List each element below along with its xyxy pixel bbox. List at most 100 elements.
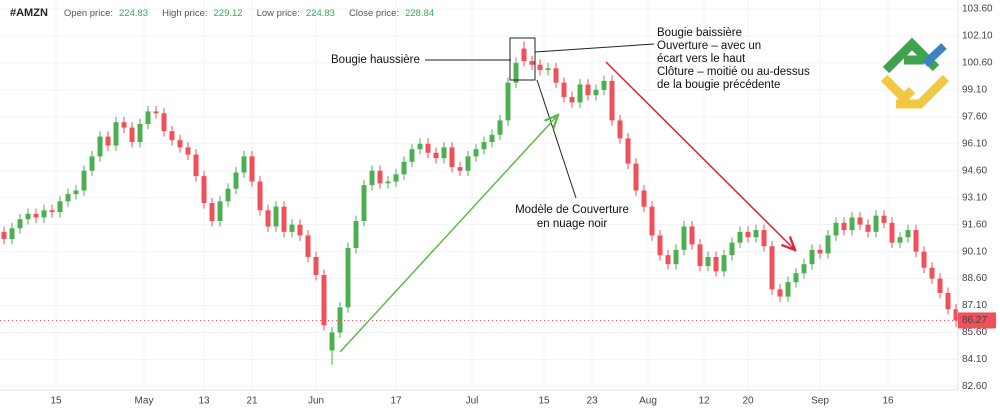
x-tick-label: 16: [882, 396, 894, 407]
y-tick-label: 94.60: [962, 165, 987, 176]
candle-body: [121, 122, 127, 128]
candle-body: [17, 219, 23, 229]
candle-body: [857, 217, 863, 225]
candle-body: [73, 190, 79, 195]
candle-body: [593, 89, 599, 96]
candle-body: [641, 190, 647, 207]
candle-body: [393, 174, 399, 182]
candle-body: [273, 206, 279, 227]
candle-body: [921, 251, 927, 268]
candle-body: [209, 203, 215, 222]
candle-body: [401, 161, 407, 175]
candle-body: [841, 222, 847, 231]
x-tick-label: 17: [390, 396, 402, 407]
symbol: #AMZN: [10, 7, 48, 19]
candle-body: [33, 213, 39, 218]
candle-body: [305, 235, 311, 258]
candle-body: [545, 68, 551, 71]
candle-body: [289, 224, 295, 232]
candle-body: [1, 231, 7, 240]
candle-body: [745, 231, 751, 238]
candle-body: [41, 210, 47, 218]
candle-body: [257, 181, 263, 211]
candle-body: [793, 273, 799, 283]
candle-body: [657, 235, 663, 256]
candle-body: [281, 206, 287, 232]
y-tick-label: 103.60: [962, 4, 993, 15]
candle-body: [89, 156, 95, 171]
candle-body: [497, 120, 503, 135]
candle-body: [889, 222, 895, 243]
candle-body: [849, 217, 855, 231]
candle-body: [721, 255, 727, 272]
trend-arrow: [339, 116, 557, 353]
annotation-line: Ouverture – avec un: [657, 40, 761, 52]
candle-body: [865, 224, 871, 232]
stat-value: 228.84: [405, 8, 435, 19]
candle-body: [185, 147, 191, 155]
y-tick-label: 84.10: [962, 354, 987, 365]
candle-body: [369, 170, 375, 186]
candle-body: [561, 82, 567, 98]
annotation: Bougie baissière Ouverture – avec un éca…: [657, 27, 810, 91]
stat-label: Open price:: [63, 8, 114, 19]
candle-body: [817, 249, 823, 254]
x-tick-label: Jul: [466, 396, 479, 407]
grid: [0, 0, 958, 390]
stat-value: 224.83: [305, 8, 335, 19]
candle-body: [65, 194, 71, 202]
candle-body: [617, 120, 623, 139]
y-tick-label: 97.60: [962, 111, 987, 122]
candle-body: [225, 188, 231, 202]
candle-body: [769, 246, 775, 290]
candle-body: [465, 156, 471, 171]
candle-body: [585, 84, 591, 96]
candle-body: [537, 64, 543, 71]
candle-body: [113, 122, 119, 146]
candle-body: [505, 82, 511, 121]
logo: [880, 37, 950, 109]
header: #AMZN Open price: 224.83 High price: 229.1…: [10, 7, 442, 19]
candle-body: [105, 136, 111, 146]
candle-body: [353, 221, 359, 249]
x-tick-label: May: [135, 396, 154, 407]
annotation-line: Modèle de Couverture: [515, 204, 629, 216]
candle-body: [9, 228, 15, 240]
candle-body: [233, 172, 239, 189]
candle-body: [249, 156, 255, 182]
candle-body: [193, 154, 199, 177]
x-tick-label: Aug: [639, 396, 657, 407]
candle-body: [449, 147, 455, 168]
candle-body: [873, 215, 879, 232]
annotation: Bougie haussière: [331, 54, 420, 66]
pointer-line: [536, 79, 577, 199]
candle-body: [913, 230, 919, 252]
candle-body: [785, 282, 791, 297]
candle-body: [601, 80, 607, 90]
candle-body: [625, 138, 631, 164]
candle-body: [737, 231, 743, 243]
stat-label: Close price:: [348, 8, 400, 19]
candle-body: [953, 309, 959, 321]
candle-body: [385, 181, 391, 184]
candle-body: [513, 62, 519, 83]
candle-body: [49, 210, 55, 213]
candle-body: [937, 278, 943, 293]
candle-body: [321, 274, 327, 326]
candle-body: [777, 289, 783, 297]
candle-body: [489, 134, 495, 142]
candle-body: [81, 170, 87, 191]
candle-body: [665, 255, 671, 265]
stat-label: High price:: [162, 8, 208, 19]
candle-body: [577, 84, 583, 103]
y-tick-label: 85.60: [962, 327, 987, 338]
candle-body: [473, 149, 479, 157]
candle-body: [705, 257, 711, 266]
candle-body: [929, 267, 935, 279]
candle-body: [761, 230, 767, 247]
candle-body: [241, 156, 247, 173]
candle-body: [441, 147, 447, 159]
annotation-line: Bougie baissière: [657, 27, 742, 39]
x-tick-label: 21: [246, 396, 258, 407]
